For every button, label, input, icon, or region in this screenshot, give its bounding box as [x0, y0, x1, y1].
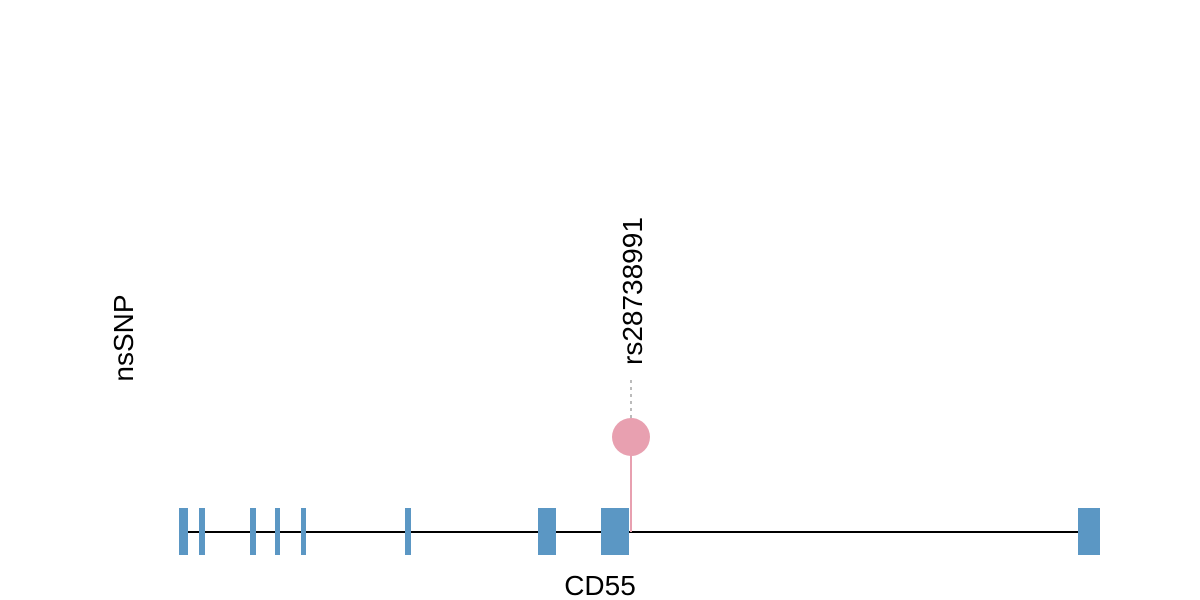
exon: [275, 508, 280, 555]
exon: [250, 508, 256, 555]
snp-marker: [612, 418, 650, 456]
exon: [601, 508, 629, 555]
exon: [179, 508, 188, 555]
exon: [199, 508, 205, 555]
exon: [301, 508, 306, 555]
gene-label: CD55: [564, 570, 636, 600]
exon: [1078, 508, 1100, 555]
exon: [405, 508, 411, 555]
exons: [179, 508, 1100, 555]
track-label: nsSNP: [108, 294, 139, 381]
snp-label: rs28738991: [617, 217, 648, 365]
exon: [538, 508, 556, 555]
